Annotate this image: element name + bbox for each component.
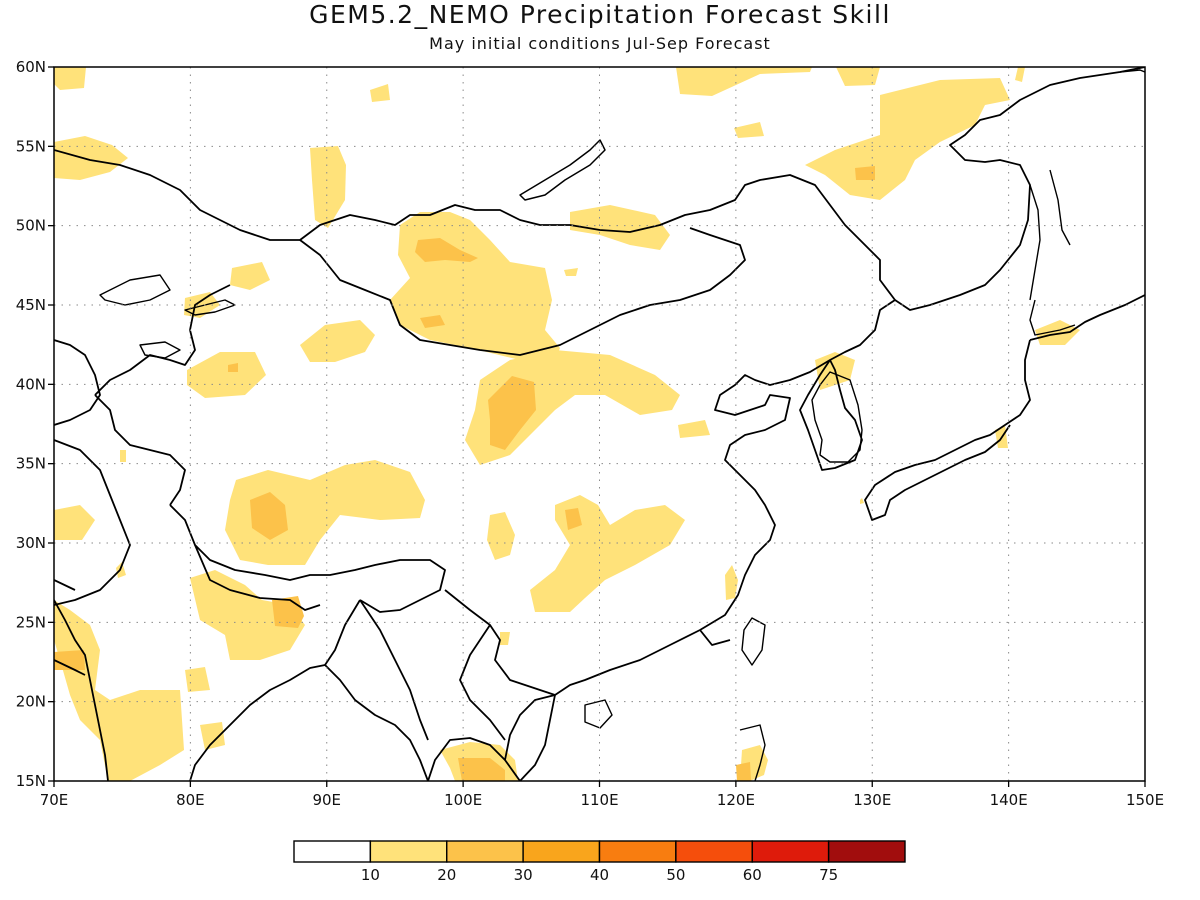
colorbar-label: 20 bbox=[437, 866, 456, 884]
lon-tick-label: 80E bbox=[176, 791, 205, 809]
chart-subtitle: May initial conditions Jul-Sep Forecast bbox=[429, 34, 771, 53]
lat-tick-label: 45N bbox=[16, 296, 46, 314]
lon-tick-label: 140E bbox=[990, 791, 1028, 809]
lat-tick-label: 25N bbox=[16, 613, 46, 631]
colorbar-swatch bbox=[751, 840, 830, 863]
lat-tick-label: 40N bbox=[16, 375, 46, 393]
colorbar-label: 10 bbox=[361, 866, 380, 884]
lat-tick-label: 30N bbox=[16, 534, 46, 552]
colorbar-swatch bbox=[675, 840, 753, 863]
lat-tick-label: 15N bbox=[16, 772, 46, 790]
colorbar-label: 50 bbox=[666, 866, 685, 884]
colorbar-label: 40 bbox=[590, 866, 609, 884]
lon-tick-label: 130E bbox=[853, 791, 891, 809]
lon-tick-label: 120E bbox=[717, 791, 755, 809]
colorbar-label: 60 bbox=[743, 866, 762, 884]
lat-tick-label: 35N bbox=[16, 455, 46, 473]
colorbar-label: 30 bbox=[514, 866, 533, 884]
lat-tick-label: 55N bbox=[16, 137, 46, 155]
lat-tick-label: 60N bbox=[16, 58, 46, 76]
lat-tick-label: 50N bbox=[16, 217, 46, 235]
lat-tick-label: 20N bbox=[16, 693, 46, 711]
colorbar-swatch bbox=[293, 840, 372, 863]
skill-shading bbox=[54, 67, 1080, 781]
lon-tick-label: 150E bbox=[1126, 791, 1164, 809]
colorbar-swatch bbox=[598, 840, 677, 863]
lon-tick-label: 100E bbox=[444, 791, 482, 809]
colorbar-label: 75 bbox=[819, 866, 838, 884]
coastlines-and-borders bbox=[54, 67, 1145, 781]
colorbar-swatch bbox=[827, 840, 906, 863]
colorbar-swatch bbox=[369, 840, 448, 863]
axis-ticks: 70E 80E 90E 100E 110E 120E 130E 140E 150E 15N 20N 2… bbox=[16, 58, 1164, 809]
colorbar-swatch bbox=[446, 840, 524, 863]
colorbar-swatch bbox=[522, 840, 601, 863]
colorbar: 10 20 30 40 50 60 75 bbox=[293, 840, 906, 884]
lon-tick-label: 70E bbox=[40, 791, 69, 809]
lon-tick-label: 90E bbox=[312, 791, 341, 809]
chart-title: GEM5.2_NEMO Precipitation Forecast Skill bbox=[309, 0, 891, 29]
lon-tick-label: 110E bbox=[580, 791, 618, 809]
